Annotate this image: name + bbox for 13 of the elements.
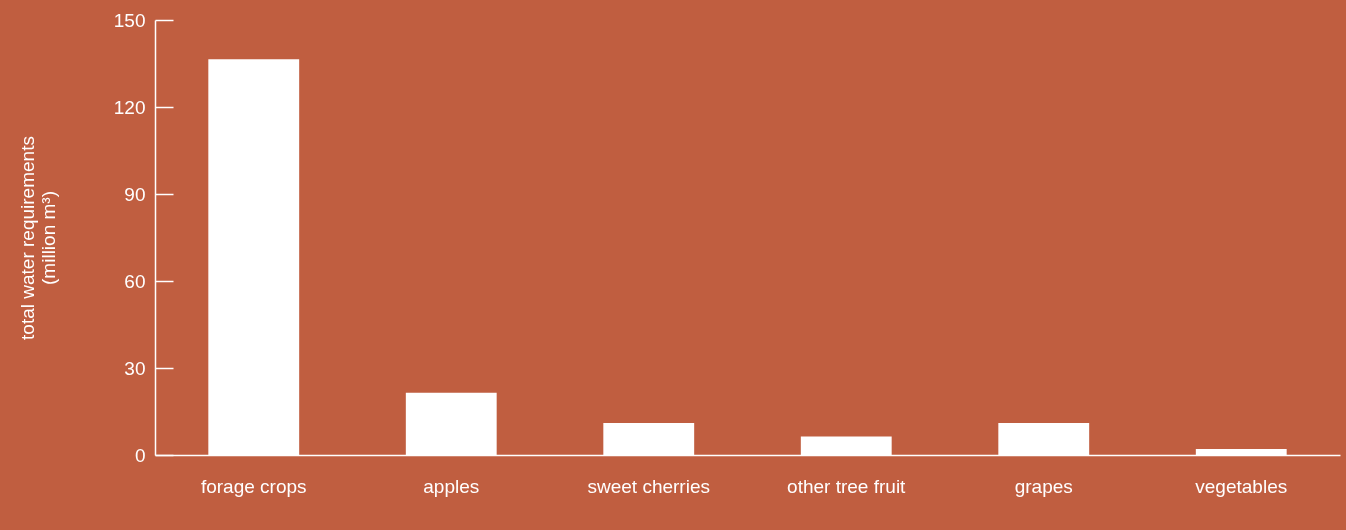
y-tick-label: 120 [113,96,146,118]
x-tick-label: forage crops [200,475,307,497]
x-tick-label: vegetables [1195,475,1288,497]
x-tick-label: other tree fruit [787,475,907,497]
x-tick-label: apples [423,475,480,497]
y-tick-label: 90 [124,183,146,205]
x-tick-label: sweet cherries [587,475,710,497]
x-tick-label: grapes [1014,475,1073,497]
y-tick-label: 150 [113,9,146,31]
y-tick-label: 0 [134,444,146,466]
y-axis-title: total water requirements (million m³) [16,136,59,340]
y-tick-label: 60 [124,270,146,292]
y-tick-label: 30 [124,357,146,379]
